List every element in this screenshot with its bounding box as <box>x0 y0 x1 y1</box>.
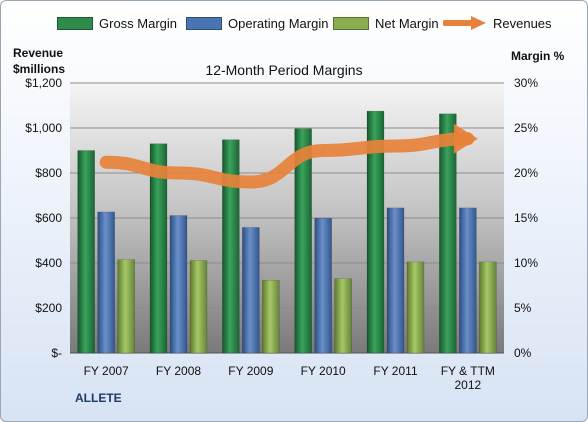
bar-operating-margin <box>314 217 332 354</box>
revenue-line <box>99 123 478 189</box>
bar-gross-margin <box>366 110 385 354</box>
bars <box>77 110 497 354</box>
revenue-point <box>322 149 325 152</box>
right-tick-label: 5% <box>514 301 532 315</box>
legend: Gross Margin Operating Margin Net Margin… <box>1 1 587 41</box>
right-axis-title: Margin % <box>511 49 565 63</box>
left-axis-title: Revenue $millions <box>13 45 65 77</box>
legend-item-net-margin: Net Margin <box>333 14 439 32</box>
left-axis-title-line1: Revenue <box>13 46 64 60</box>
bar-net-margin <box>479 261 497 354</box>
x-tick-label: FY & TTM <box>441 364 495 378</box>
left-tick-label: $800 <box>35 166 62 180</box>
legend-item-gross-margin: Gross Margin <box>57 14 177 32</box>
bar-gross-margin <box>439 113 457 354</box>
legend-item-operating-margin: Operating Margin <box>186 14 328 32</box>
bar-net-margin <box>334 278 352 354</box>
chart-title: 12-Month Period Margins <box>205 62 362 78</box>
x-tick-label: FY 2009 <box>228 364 273 378</box>
x-tick-label: FY 2008 <box>156 364 201 378</box>
revenue-point <box>177 172 180 174</box>
right-tick-label: 10% <box>514 256 538 270</box>
right-tick-label: 25% <box>514 121 538 135</box>
bar-net-margin <box>189 260 208 354</box>
x-tick-label: 2012 <box>454 378 481 392</box>
bar-net-margin <box>262 280 280 354</box>
right-tick-label: 0% <box>514 346 532 360</box>
revenue-line-path <box>99 132 475 189</box>
revenue-arrowhead <box>453 123 478 154</box>
legend-label-net-margin: Net Margin <box>375 15 439 31</box>
left-tick-label: $1,000 <box>25 121 62 135</box>
legend-swatch-net-margin <box>333 16 369 30</box>
company-label: ALLETE <box>75 391 122 405</box>
left-tick-label: $400 <box>35 256 62 270</box>
axis-ticks: $- 0% $200 5% $400 10% $600 15% $800 20% $1,000 25%… <box>25 76 538 392</box>
left-tick-label: $600 <box>35 211 62 225</box>
legend-label-operating-margin: Operating Margin <box>228 15 329 31</box>
x-tick-label: FY 2011 <box>373 364 418 378</box>
x-tick-label: FY 2010 <box>301 364 346 378</box>
right-tick-label: 30% <box>514 76 538 90</box>
bar-operating-margin <box>169 215 188 354</box>
revenue-point <box>249 181 252 183</box>
legend-label-gross-margin: Gross Margin <box>99 15 178 31</box>
right-tick-label: 20% <box>514 166 538 180</box>
revenue-point <box>466 137 469 140</box>
bar-operating-margin <box>242 227 260 354</box>
bar-operating-margin <box>97 211 115 354</box>
legend-arrow-icon <box>443 16 486 30</box>
bar-net-margin <box>406 261 425 354</box>
bar-gross-margin <box>77 150 95 354</box>
legend-label-revenues: Revenues <box>493 15 552 31</box>
revenue-point <box>394 145 397 147</box>
left-tick-label: $1,200 <box>25 76 62 90</box>
revenue-point <box>105 161 108 164</box>
bar-net-margin <box>117 259 135 354</box>
right-tick-label: 15% <box>514 211 538 225</box>
bar-operating-margin <box>459 207 477 354</box>
x-tick-label: FY 2007 <box>84 364 129 378</box>
bar-gross-margin <box>149 143 168 354</box>
left-tick-label: $200 <box>35 301 62 315</box>
left-tick-label: $- <box>51 346 62 360</box>
bar-gross-margin <box>222 139 240 354</box>
left-axis-title-line2: $millions <box>13 62 66 76</box>
bar-operating-margin <box>386 207 405 354</box>
legend-item-revenues: Revenues <box>443 14 552 32</box>
legend-swatch-operating-margin <box>186 16 222 30</box>
bar-gross-margin <box>294 128 312 354</box>
legend-swatch-gross-margin <box>57 16 93 30</box>
